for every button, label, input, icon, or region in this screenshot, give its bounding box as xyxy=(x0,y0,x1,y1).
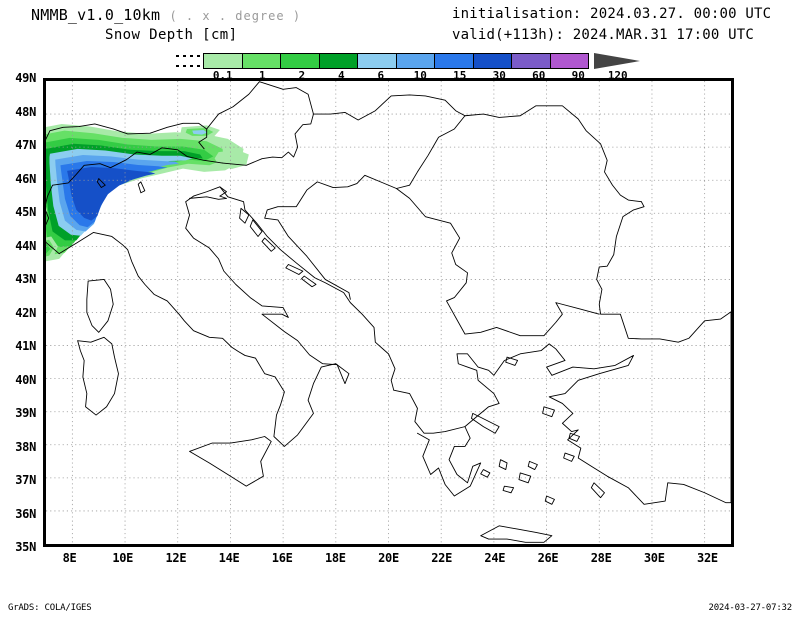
longitude-tick: 12E xyxy=(165,551,187,565)
variable-title: Snow Depth [cm] xyxy=(105,27,238,43)
colorbar-below-min-marker xyxy=(176,55,200,67)
grads-credit: GrADS: COLA/IGES xyxy=(8,603,92,613)
latitude-tick: 40N xyxy=(15,372,36,387)
latitude-tick: 46N xyxy=(15,171,36,186)
colorbar-swatch xyxy=(434,53,474,69)
model-title: NMMB_v1.0_10km ( . x . degree ) xyxy=(31,6,301,24)
latitude-tick: 37N xyxy=(15,473,36,487)
longitude-tick: 10E xyxy=(112,551,134,565)
colorbar-tick: 4 xyxy=(337,69,345,82)
longitude-tick: 20E xyxy=(378,551,399,565)
latitude-tick: 38N xyxy=(15,439,36,454)
colorbar-swatch xyxy=(241,53,281,69)
colorbar-swatch xyxy=(511,53,551,69)
longitude-tick: 18E xyxy=(324,551,346,565)
latitude-tick: 36N xyxy=(15,506,36,521)
colorbar-swatch xyxy=(472,53,512,69)
longitude-tick: 22E xyxy=(431,551,453,565)
longitude-tick: 16E xyxy=(271,551,293,565)
latitude-tick: 43N xyxy=(15,272,36,286)
latitude-tick: 39N xyxy=(15,406,36,420)
longitude-tick: 28E xyxy=(590,551,612,565)
latitude-tick: 45N xyxy=(15,205,36,219)
map-plot-area[interactable] xyxy=(43,78,734,547)
colorbar-tick: 1 xyxy=(258,69,266,82)
colorbar-swatch xyxy=(395,53,435,69)
latitude-tick: 44N xyxy=(15,238,36,253)
map-svg xyxy=(46,81,731,544)
longitude-tick: 26E xyxy=(537,551,559,565)
latitude-tick: 48N xyxy=(15,104,36,119)
map-gridlines xyxy=(46,81,731,544)
colorbar-swatch xyxy=(549,53,589,69)
colorbar-swatch xyxy=(203,53,243,69)
colorbar-tick: 6 xyxy=(377,69,385,82)
colorbar-swatch xyxy=(357,53,397,69)
latitude-tick: 42N xyxy=(15,305,36,320)
model-name: NMMB_v1.0_10km xyxy=(31,6,161,24)
longitude-tick: 14E xyxy=(218,551,240,565)
longitude-tick: 32E xyxy=(697,551,718,565)
valid-time: valid(+113h): 2024.MAR.31 17:00 UTC xyxy=(452,27,755,43)
colorbar-swatch xyxy=(280,53,320,69)
render-timestamp: 2024-03-27-07:32 xyxy=(708,603,793,613)
latitude-tick: 41N xyxy=(15,339,36,353)
model-resolution-note: ( . x . degree ) xyxy=(169,9,302,23)
latitude-tick: 35N xyxy=(15,540,36,554)
colorbar-swatch xyxy=(318,53,358,69)
latitude-tick: 47N xyxy=(15,138,36,152)
snow-depth-field xyxy=(46,123,249,262)
colorbar-swatches xyxy=(203,53,589,69)
colorbar-tick: 2 xyxy=(298,69,306,82)
latitude-tick: 49N xyxy=(15,71,36,85)
map-coastlines xyxy=(46,81,731,543)
longitude-tick: 30E xyxy=(643,551,665,565)
initialisation-time: initialisation: 2024.03.27. 00:00 UTC xyxy=(452,6,772,22)
longitude-tick: 8E xyxy=(62,551,77,565)
longitude-tick: 24E xyxy=(484,551,506,565)
